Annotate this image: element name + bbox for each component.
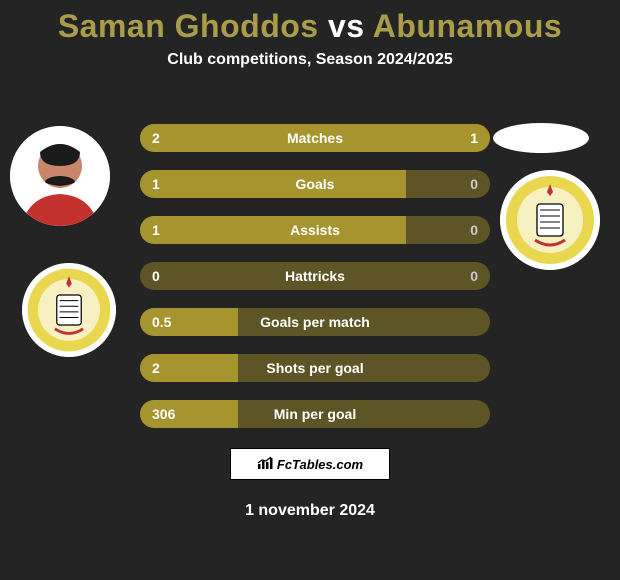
stat-label: Assists — [140, 222, 490, 238]
player1-club-crest — [22, 263, 116, 357]
stat-row: 10Assists — [140, 216, 490, 244]
stat-row: 10Goals — [140, 170, 490, 198]
chart-icon — [257, 456, 273, 473]
source-logo-text: FcTables.com — [277, 457, 363, 472]
title-player2: Abunamous — [373, 8, 562, 44]
player1-photo — [10, 126, 110, 226]
player2-club-crest — [500, 170, 600, 270]
stat-row: 0.5Goals per match — [140, 308, 490, 336]
stat-label: Goals per match — [140, 314, 490, 330]
stat-row: 00Hattricks — [140, 262, 490, 290]
stat-label: Goals — [140, 176, 490, 192]
stat-row: 2Shots per goal — [140, 354, 490, 382]
stat-label: Hattricks — [140, 268, 490, 284]
snapshot-date: 1 november 2024 — [0, 502, 620, 520]
stat-row: 306Min per goal — [140, 400, 490, 428]
source-logo: FcTables.com — [230, 448, 390, 480]
comparison-bars: 21Matches 10Goals 10Assists 00Hattricks 0.5G… — [140, 124, 490, 446]
stat-label: Matches — [140, 130, 490, 146]
stat-label: Min per goal — [140, 406, 490, 422]
stat-row: 21Matches — [140, 124, 490, 152]
stat-label: Shots per goal — [140, 360, 490, 376]
player2-photo-placeholder — [493, 123, 589, 153]
comparison-title: Saman Ghoddos vs Abunamous — [0, 0, 620, 45]
title-player1: Saman Ghoddos — [58, 8, 319, 44]
title-vs: vs — [328, 8, 365, 44]
subtitle: Club competitions, Season 2024/2025 — [0, 51, 620, 69]
